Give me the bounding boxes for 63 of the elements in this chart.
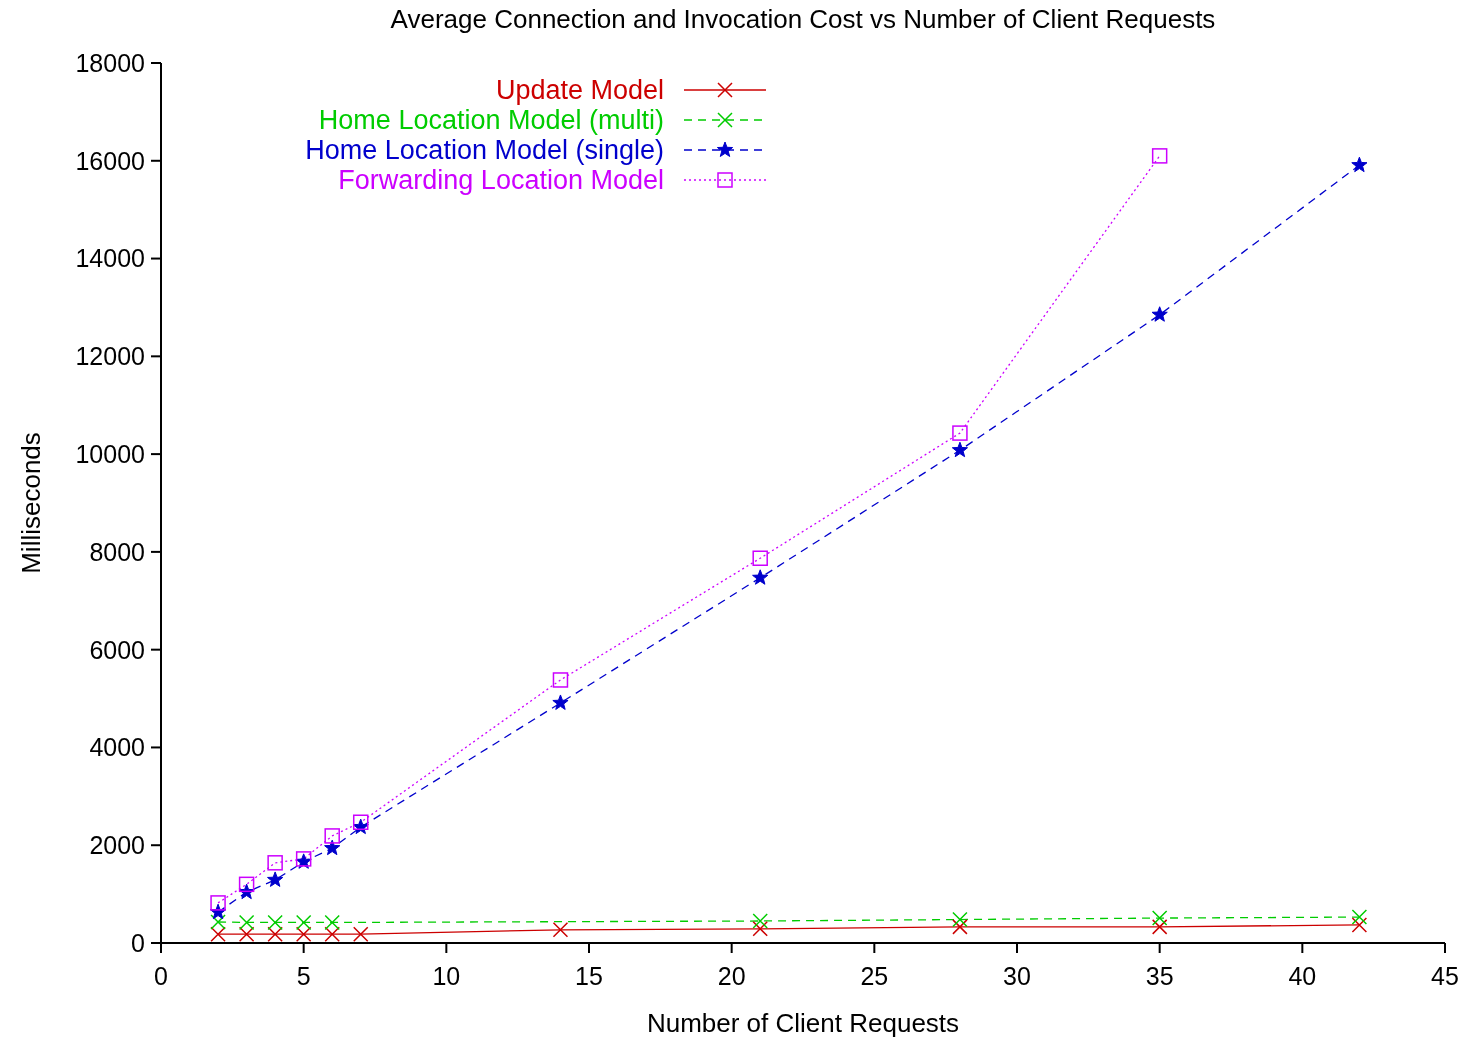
point (324, 839, 341, 856)
point (752, 569, 769, 585)
point (267, 855, 283, 871)
point (267, 871, 284, 887)
chart-title: Average Connection and Invocation Cost vs Number of Client Requests (389, 4, 1217, 35)
point (210, 914, 226, 930)
point (210, 895, 226, 911)
point (324, 914, 340, 931)
y-tick-label: 0 (131, 928, 145, 957)
point (951, 441, 969, 458)
x-tick-label: 45 (1431, 961, 1459, 990)
point (352, 814, 369, 830)
legend-label: Home Location Model (multi) (318, 104, 664, 136)
point (238, 926, 255, 942)
point (324, 828, 340, 844)
point (752, 913, 768, 929)
y-axis-title: Milliseconds (16, 432, 47, 574)
point (552, 672, 569, 688)
y-tick-label: 12000 (75, 342, 145, 371)
legend-label: Home Location Model (single) (305, 134, 664, 166)
x-tick-label: 0 (154, 961, 168, 990)
legend-label: Forwarding Location Model (338, 164, 664, 196)
x-tick-label: 15 (575, 961, 603, 990)
x-tick-label: 20 (717, 961, 746, 990)
point (752, 921, 768, 937)
x-tick-label: 25 (860, 961, 889, 990)
point (295, 926, 312, 942)
y-tick-label: 16000 (75, 146, 145, 175)
x-axis-title: Number of Client Requests (646, 1008, 960, 1038)
point (552, 694, 569, 710)
point (352, 926, 369, 942)
y-tick-label: 10000 (75, 439, 145, 468)
point (267, 926, 283, 942)
point (238, 914, 255, 931)
point (952, 919, 968, 935)
point (1151, 306, 1168, 322)
x-tick-label: 30 (1003, 961, 1031, 990)
point (1351, 156, 1368, 173)
point (324, 926, 340, 942)
point (210, 926, 226, 942)
point (952, 911, 968, 928)
point (752, 550, 768, 566)
y-tick-label: 18000 (75, 48, 145, 77)
point (238, 876, 255, 893)
y-tick-label: 8000 (89, 537, 145, 566)
point (1351, 917, 1368, 933)
x-tick-label: 5 (296, 961, 311, 990)
y-tick-label: 14000 (75, 244, 145, 273)
legend-label: Update Model (495, 74, 664, 106)
x-tick-label: 10 (432, 961, 461, 990)
point (1151, 148, 1168, 164)
point (1351, 909, 1368, 925)
y-tick-label: 4000 (89, 733, 145, 762)
point (295, 914, 312, 931)
point (952, 425, 968, 441)
point (552, 922, 569, 938)
x-tick-label: 35 (1145, 961, 1174, 990)
y-tick-label: 2000 (89, 831, 145, 860)
point (267, 914, 283, 931)
x-tick-label: 40 (1288, 961, 1317, 990)
point (1151, 919, 1168, 935)
y-tick-label: 6000 (89, 635, 145, 664)
point (1151, 910, 1168, 926)
